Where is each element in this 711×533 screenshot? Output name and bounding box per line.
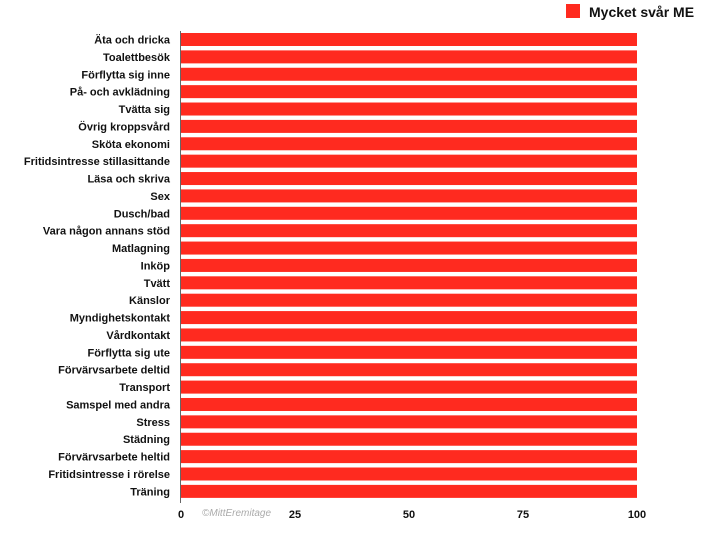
legend-swatch <box>566 4 580 18</box>
bar <box>181 432 637 446</box>
bar <box>181 189 637 203</box>
legend: Mycket svår ME <box>566 4 694 20</box>
bar <box>181 258 637 272</box>
category-label: Dusch/bad <box>114 208 170 220</box>
category-label: Matlagning <box>112 243 170 255</box>
category-label: Träning <box>130 486 170 498</box>
category-label: Känslor <box>129 295 171 307</box>
category-label: Toalettbesök <box>103 52 171 64</box>
category-label: Äta och dricka <box>94 34 171 47</box>
category-label: Läsa och skriva <box>87 174 170 186</box>
bar <box>181 224 637 238</box>
category-label: Fritidsintresse i rörelse <box>48 469 170 481</box>
x-tick-label: 75 <box>517 509 529 521</box>
x-tick-label: 50 <box>403 509 415 521</box>
bar <box>181 137 637 151</box>
x-tick-labels: 0 25 50 75 100 <box>178 509 646 521</box>
bar <box>181 276 637 290</box>
bar <box>181 206 637 220</box>
bar <box>181 380 637 394</box>
category-label: Vara någon annans stöd <box>43 226 170 238</box>
bar <box>181 397 637 411</box>
bar <box>181 328 637 342</box>
bar <box>181 119 637 133</box>
category-label: Sköta ekonomi <box>92 139 170 151</box>
bar <box>181 467 637 481</box>
category-label: Övrig kroppsvård <box>78 120 170 133</box>
bar <box>181 311 637 325</box>
bar <box>181 363 637 377</box>
category-label: Tvätt <box>144 278 171 290</box>
x-tick-label: 0 <box>178 509 184 521</box>
bar <box>181 172 637 186</box>
legend-label: Mycket svår ME <box>589 4 694 20</box>
category-label: Fritidsintresse stillasittande <box>24 156 170 168</box>
category-label: Myndighetskontakt <box>70 313 171 325</box>
bar <box>181 67 637 81</box>
category-label: Städning <box>123 434 170 446</box>
category-label: Förvärvsarbete deltid <box>58 365 170 377</box>
category-label: Förvärvsarbete heltid <box>58 452 170 464</box>
bar <box>181 102 637 116</box>
bar <box>181 85 637 99</box>
bars-group <box>181 33 637 498</box>
x-tick-label: 100 <box>628 509 646 521</box>
bar <box>181 50 637 64</box>
category-label: Förflytta sig ute <box>87 347 170 359</box>
bar <box>181 450 637 464</box>
bar <box>181 154 637 168</box>
bar <box>181 33 637 46</box>
category-labels: Äta och dricka Toalettbesök Förflytta sig … <box>24 34 171 499</box>
category-label: Förflytta sig inne <box>81 69 170 81</box>
category-label: Samspel med andra <box>66 399 171 411</box>
category-label: Stress <box>136 417 170 429</box>
category-label: Sex <box>150 191 170 203</box>
bar <box>181 415 637 429</box>
category-label: På- och avklädning <box>70 87 170 99</box>
x-tick-label: 25 <box>289 509 301 521</box>
category-label: Tvätta sig <box>119 104 170 116</box>
bar <box>181 241 637 255</box>
category-label: Transport <box>119 382 170 394</box>
category-label: Inköp <box>141 260 171 272</box>
watermark: ©MittEremitage <box>202 508 271 519</box>
bar <box>181 484 637 498</box>
category-label: Vårdkontakt <box>106 330 170 342</box>
bar <box>181 293 637 307</box>
bar <box>181 345 637 359</box>
